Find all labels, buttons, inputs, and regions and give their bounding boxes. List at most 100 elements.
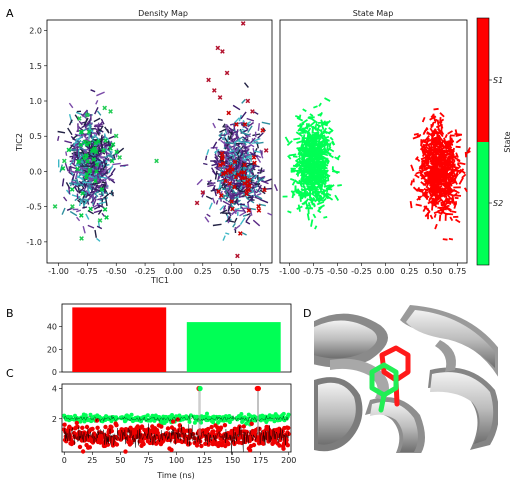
- density-marker: ✖: [78, 142, 84, 150]
- density-point: [253, 111, 259, 115]
- state-point: [320, 165, 325, 170]
- density-point: [102, 183, 107, 191]
- state-point: [432, 174, 437, 182]
- density-point: [220, 197, 222, 202]
- state-point: [328, 142, 332, 148]
- outlier-marker: ✖: [194, 200, 200, 208]
- density-point: [89, 164, 94, 171]
- density-marker: ✖: [231, 183, 237, 191]
- ts-point-s2: [199, 420, 203, 425]
- density-point: [107, 154, 116, 161]
- state-point: [306, 171, 312, 178]
- bar-chart-y-ticks: 0 20 40: [47, 323, 62, 377]
- state-point: [438, 211, 443, 215]
- state-point: [444, 205, 452, 211]
- state-point: [291, 190, 295, 199]
- density-point: [242, 182, 247, 187]
- time-series-xlabel: Time (ns): [156, 471, 195, 480]
- state-point: [325, 158, 330, 163]
- density-point: [225, 160, 229, 165]
- state-point: [295, 163, 301, 169]
- state-point: [409, 200, 413, 209]
- density-point: [241, 162, 244, 171]
- density-point: [196, 178, 203, 186]
- ts-point-s1: [285, 443, 290, 448]
- outlier-marker: ✖: [76, 115, 82, 123]
- density-marker: ✖: [235, 171, 241, 179]
- ts-point-s2: [78, 419, 83, 424]
- density-point: [90, 89, 96, 93]
- state-point: [437, 161, 444, 166]
- ts-point-s1: [77, 444, 83, 450]
- state-point: [438, 164, 443, 169]
- state-point: [328, 126, 334, 132]
- state-point: [458, 177, 464, 185]
- density-point: [240, 186, 245, 192]
- density-point: [247, 158, 251, 164]
- state-point: [437, 208, 444, 213]
- state-point: [425, 195, 430, 198]
- density-point: [80, 172, 87, 177]
- state-point: [312, 213, 317, 219]
- outlier-marker: ✖: [240, 20, 246, 28]
- density-point: [250, 143, 255, 148]
- density-point: [257, 132, 264, 139]
- outlier-marker: ✖: [217, 94, 223, 102]
- density-map-title: Density Map: [138, 9, 188, 18]
- state-map-frame: [279, 19, 468, 264]
- density-marker: ✖: [79, 129, 85, 137]
- density-marker: ✖: [82, 139, 88, 147]
- state-point: [293, 137, 301, 141]
- density-point: [101, 181, 107, 184]
- ts-x-tick-label: 125: [197, 456, 212, 465]
- ts-point-s1: [273, 436, 278, 441]
- density-point: [214, 148, 220, 154]
- state-point: [414, 173, 420, 179]
- density-marker: ✖: [86, 140, 92, 148]
- density-point: [84, 159, 89, 164]
- density-point: [230, 210, 238, 215]
- ts-point-s1: [244, 429, 250, 435]
- density-marker: ✖: [233, 174, 239, 182]
- ts-point-s1: [80, 425, 85, 430]
- density-marker: ✖: [83, 153, 89, 161]
- state-point: [427, 171, 432, 178]
- density-point: [102, 193, 110, 199]
- density-point: [99, 196, 109, 202]
- density-point: [226, 140, 233, 149]
- state-map-panel: State Map -1.00 -0.75 -0.50 -0.25 0.00 0.25 0.…: [279, 9, 471, 276]
- state-point: [297, 163, 304, 170]
- state-point: [428, 197, 432, 203]
- density-point: [234, 192, 243, 196]
- density-point: [219, 205, 225, 211]
- state-point: [439, 137, 444, 142]
- state-point: [314, 194, 322, 197]
- state-point: [442, 158, 446, 166]
- state-point: [433, 171, 439, 178]
- density-marker: ✖: [245, 182, 251, 190]
- density-marker: ✖: [237, 230, 243, 238]
- density-point: [244, 192, 252, 198]
- density-point: [222, 196, 228, 202]
- density-point: [84, 118, 88, 126]
- ts-point-s1: [62, 422, 67, 427]
- ts-point-s1: [114, 423, 119, 428]
- state-point: [318, 170, 325, 174]
- density-x-tick-label: -0.25: [135, 267, 156, 276]
- density-point: [242, 192, 248, 199]
- density-point: [94, 106, 99, 115]
- outlier-marker: ✖: [84, 112, 90, 120]
- state-point: [434, 183, 439, 188]
- density-point: [73, 151, 83, 154]
- state-point: [448, 150, 453, 153]
- density-point: [229, 201, 236, 205]
- density-point: [76, 176, 84, 180]
- density-point: [69, 210, 78, 217]
- density-marker: ✖: [85, 158, 91, 166]
- density-map-points: ✖✖✖✖✖✖✖✖✖✖✖✖✖✖✖✖✖✖✖✖✖✖✖✖✖✖✖✖✖✖✖✖✖✖✖✖✖ ✖✖✖…: [52, 20, 278, 261]
- state-point: [442, 182, 447, 189]
- ts-point-s2: [187, 419, 192, 424]
- density-point: [228, 196, 238, 202]
- density-point: [93, 209, 102, 214]
